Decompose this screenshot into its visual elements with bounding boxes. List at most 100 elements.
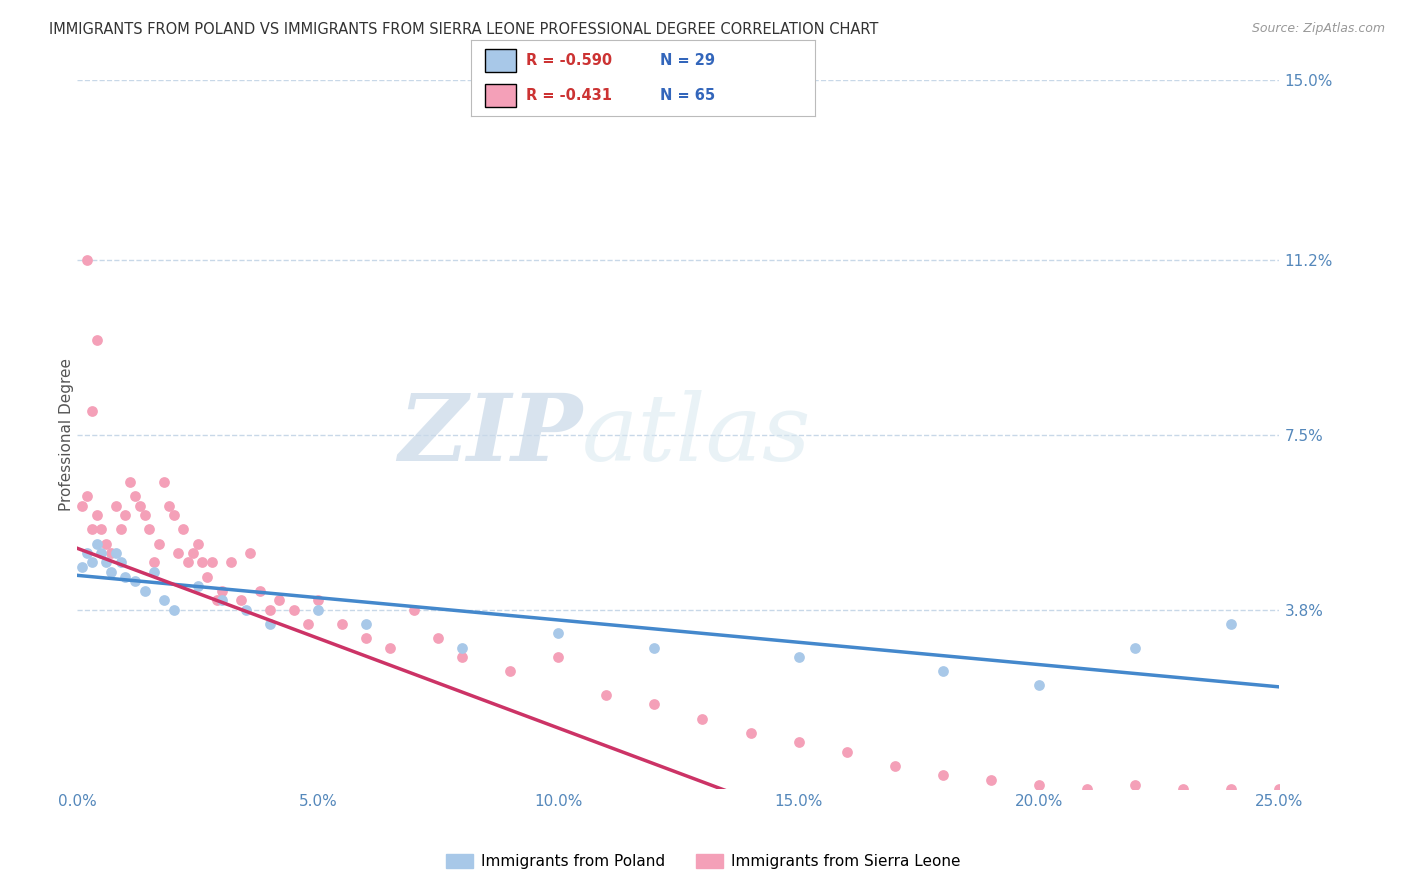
Point — [86, 536, 108, 550]
Point — [162, 508, 184, 523]
Point — [643, 640, 665, 655]
Point — [205, 593, 228, 607]
Point — [157, 499, 180, 513]
Legend: Immigrants from Poland, Immigrants from Sierra Leone: Immigrants from Poland, Immigrants from … — [440, 848, 966, 875]
Point — [96, 536, 118, 550]
Text: Source: ZipAtlas.com: Source: ZipAtlas.com — [1251, 22, 1385, 36]
Point — [354, 617, 377, 632]
Point — [229, 593, 252, 607]
Point — [547, 626, 569, 640]
Point — [138, 523, 160, 537]
Point — [451, 650, 474, 665]
Point — [402, 603, 425, 617]
Point — [249, 583, 271, 598]
Point — [740, 725, 762, 739]
Point — [70, 560, 93, 574]
Text: atlas: atlas — [582, 390, 811, 480]
Point — [114, 508, 136, 523]
Point — [70, 499, 93, 513]
Point — [114, 570, 136, 584]
Point — [1028, 678, 1050, 692]
Point — [167, 546, 190, 560]
Text: R = -0.431: R = -0.431 — [526, 88, 612, 103]
Point — [643, 698, 665, 712]
Point — [86, 508, 108, 523]
Text: IMMIGRANTS FROM POLAND VS IMMIGRANTS FROM SIERRA LEONE PROFESSIONAL DEGREE CORRE: IMMIGRANTS FROM POLAND VS IMMIGRANTS FRO… — [49, 22, 879, 37]
Text: N = 65: N = 65 — [661, 88, 716, 103]
Point — [153, 475, 176, 489]
Point — [90, 523, 112, 537]
Point — [1220, 617, 1243, 632]
Point — [110, 556, 132, 570]
Point — [932, 768, 955, 782]
Point — [76, 252, 98, 267]
Point — [162, 603, 184, 617]
Point — [235, 603, 257, 617]
Y-axis label: Professional Degree: Professional Degree — [59, 359, 73, 511]
Point — [181, 546, 204, 560]
Point — [354, 631, 377, 645]
Point — [1076, 782, 1098, 797]
Text: R = -0.590: R = -0.590 — [526, 54, 612, 68]
Point — [1123, 778, 1146, 792]
Point — [595, 688, 617, 702]
Point — [104, 546, 127, 560]
Point — [86, 334, 108, 348]
Point — [1028, 778, 1050, 792]
Point — [269, 593, 291, 607]
Point — [307, 593, 329, 607]
Point — [378, 640, 401, 655]
Point — [134, 583, 156, 598]
Point — [883, 758, 905, 772]
Point — [76, 489, 98, 503]
Point — [120, 475, 142, 489]
Point — [283, 603, 305, 617]
Point — [547, 650, 569, 665]
Point — [787, 735, 810, 749]
Point — [201, 556, 224, 570]
Point — [100, 565, 122, 579]
Point — [1268, 782, 1291, 797]
Point — [124, 574, 146, 589]
Point — [980, 772, 1002, 787]
Point — [100, 546, 122, 560]
Point — [96, 556, 118, 570]
Point — [835, 745, 858, 759]
Point — [177, 556, 200, 570]
Point — [110, 523, 132, 537]
Point — [427, 631, 450, 645]
Point — [195, 570, 218, 584]
Point — [499, 664, 522, 679]
Point — [124, 489, 146, 503]
FancyBboxPatch shape — [485, 49, 516, 72]
Point — [787, 650, 810, 665]
Point — [330, 617, 353, 632]
Point — [259, 617, 281, 632]
Point — [187, 536, 209, 550]
Point — [143, 556, 166, 570]
Point — [128, 499, 150, 513]
Point — [80, 556, 103, 570]
Point — [104, 499, 127, 513]
Point — [297, 617, 319, 632]
Point — [259, 603, 281, 617]
Point — [239, 546, 262, 560]
Point — [172, 523, 194, 537]
Point — [219, 556, 242, 570]
FancyBboxPatch shape — [485, 84, 516, 107]
Point — [153, 593, 176, 607]
Point — [692, 712, 714, 726]
Text: ZIP: ZIP — [398, 390, 582, 480]
Point — [1220, 782, 1243, 797]
Point — [1173, 782, 1195, 797]
Point — [80, 404, 103, 418]
Point — [76, 546, 98, 560]
Point — [134, 508, 156, 523]
Text: N = 29: N = 29 — [661, 54, 716, 68]
Point — [80, 523, 103, 537]
Point — [90, 546, 112, 560]
Point — [307, 603, 329, 617]
Point — [932, 664, 955, 679]
Point — [143, 565, 166, 579]
Point — [211, 583, 233, 598]
